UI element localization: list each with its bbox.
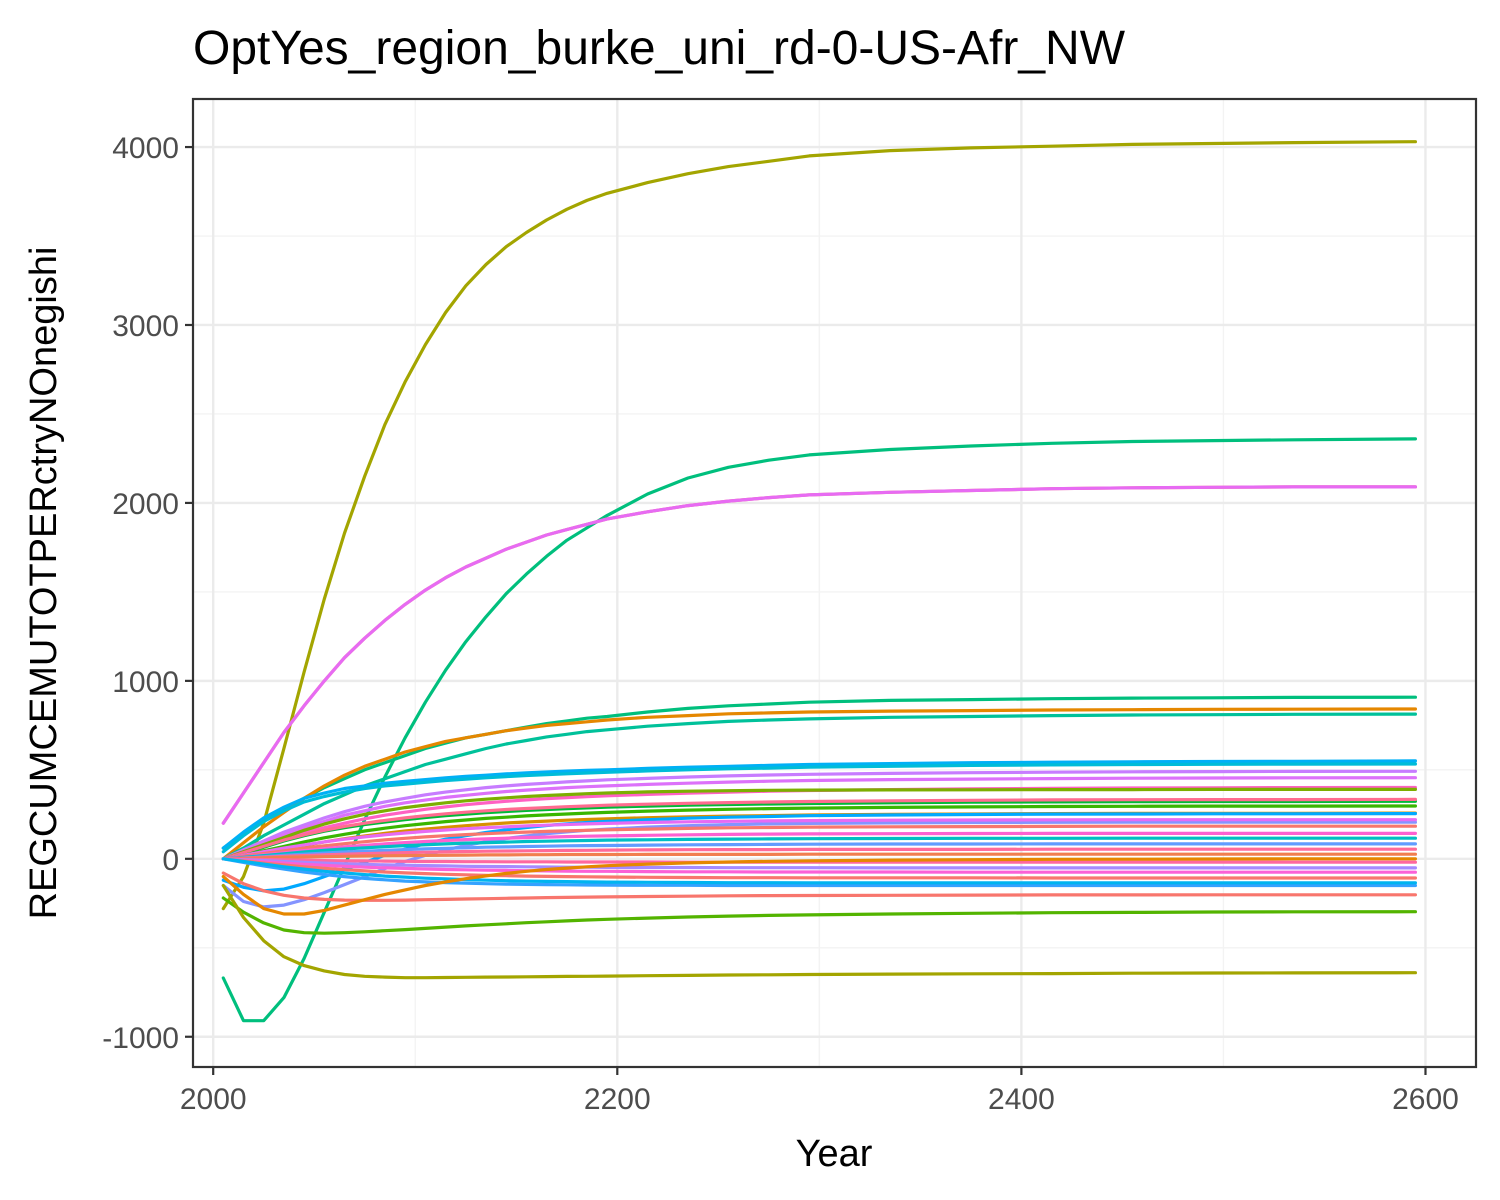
series-group — [221, 140, 1417, 1023]
y-tick-label: 2000 — [112, 488, 179, 521]
series-line-9 — [221, 762, 1417, 854]
x-tick-label: 2200 — [584, 1083, 651, 1116]
series-line-1 — [221, 140, 1417, 911]
x-tick-label: 2400 — [988, 1083, 1055, 1116]
series-line-34 — [221, 857, 1417, 916]
y-tick-label: 0 — [162, 844, 179, 877]
series-line-27 — [221, 857, 1417, 864]
series-line-21 — [221, 824, 1417, 861]
x-tick-label: 2000 — [180, 1083, 247, 1116]
y-tick-label: -1000 — [102, 1022, 179, 1055]
series-line-7 — [221, 712, 1417, 861]
y-tick-label: 1000 — [112, 666, 179, 699]
series-line-22 — [221, 831, 1417, 861]
series-line-26 — [221, 852, 1417, 861]
series-line-35 — [221, 896, 1417, 935]
series-line-36 — [221, 883, 1417, 980]
y-tick-label: 3000 — [112, 310, 179, 343]
series-line-32 — [221, 857, 1417, 885]
series-line-19 — [221, 820, 1417, 909]
x-tick-label: 2600 — [1392, 1083, 1459, 1116]
y-tick-label: 4000 — [112, 132, 179, 165]
series-line-30 — [221, 857, 1417, 880]
series-line-13 — [221, 787, 1417, 861]
series-line-20 — [221, 818, 1417, 861]
series-line-23 — [221, 836, 1417, 861]
series-line-2 — [221, 437, 1417, 1023]
series-line-24 — [221, 842, 1417, 861]
series-line-33 — [221, 871, 1417, 902]
y-axis-title: REGCUMCEMUTOTPERctryNOnegishi — [23, 247, 65, 920]
plot-panel-border — [191, 97, 1478, 1069]
x-axis: 2000 2200 2400 2600 — [180, 1067, 1459, 1116]
y-axis: -1000 0 1000 2000 3000 4000 — [102, 132, 193, 1055]
series-line-10 — [221, 769, 1417, 861]
x-axis-title: Year — [796, 1133, 873, 1175]
series-line-16 — [221, 804, 1417, 861]
series-line-31 — [221, 857, 1417, 888]
series-line-25 — [221, 847, 1417, 861]
series-line-11 — [221, 776, 1417, 861]
series-line-8 — [221, 759, 1417, 850]
series-line-28 — [221, 857, 1417, 870]
series-line-4 — [221, 485, 1417, 825]
series-line-6 — [221, 707, 1417, 861]
chart-title: OptYes_region_burke_uni_rd-0-US-Afr_NW — [193, 22, 1126, 75]
series-line-15 — [221, 797, 1417, 861]
